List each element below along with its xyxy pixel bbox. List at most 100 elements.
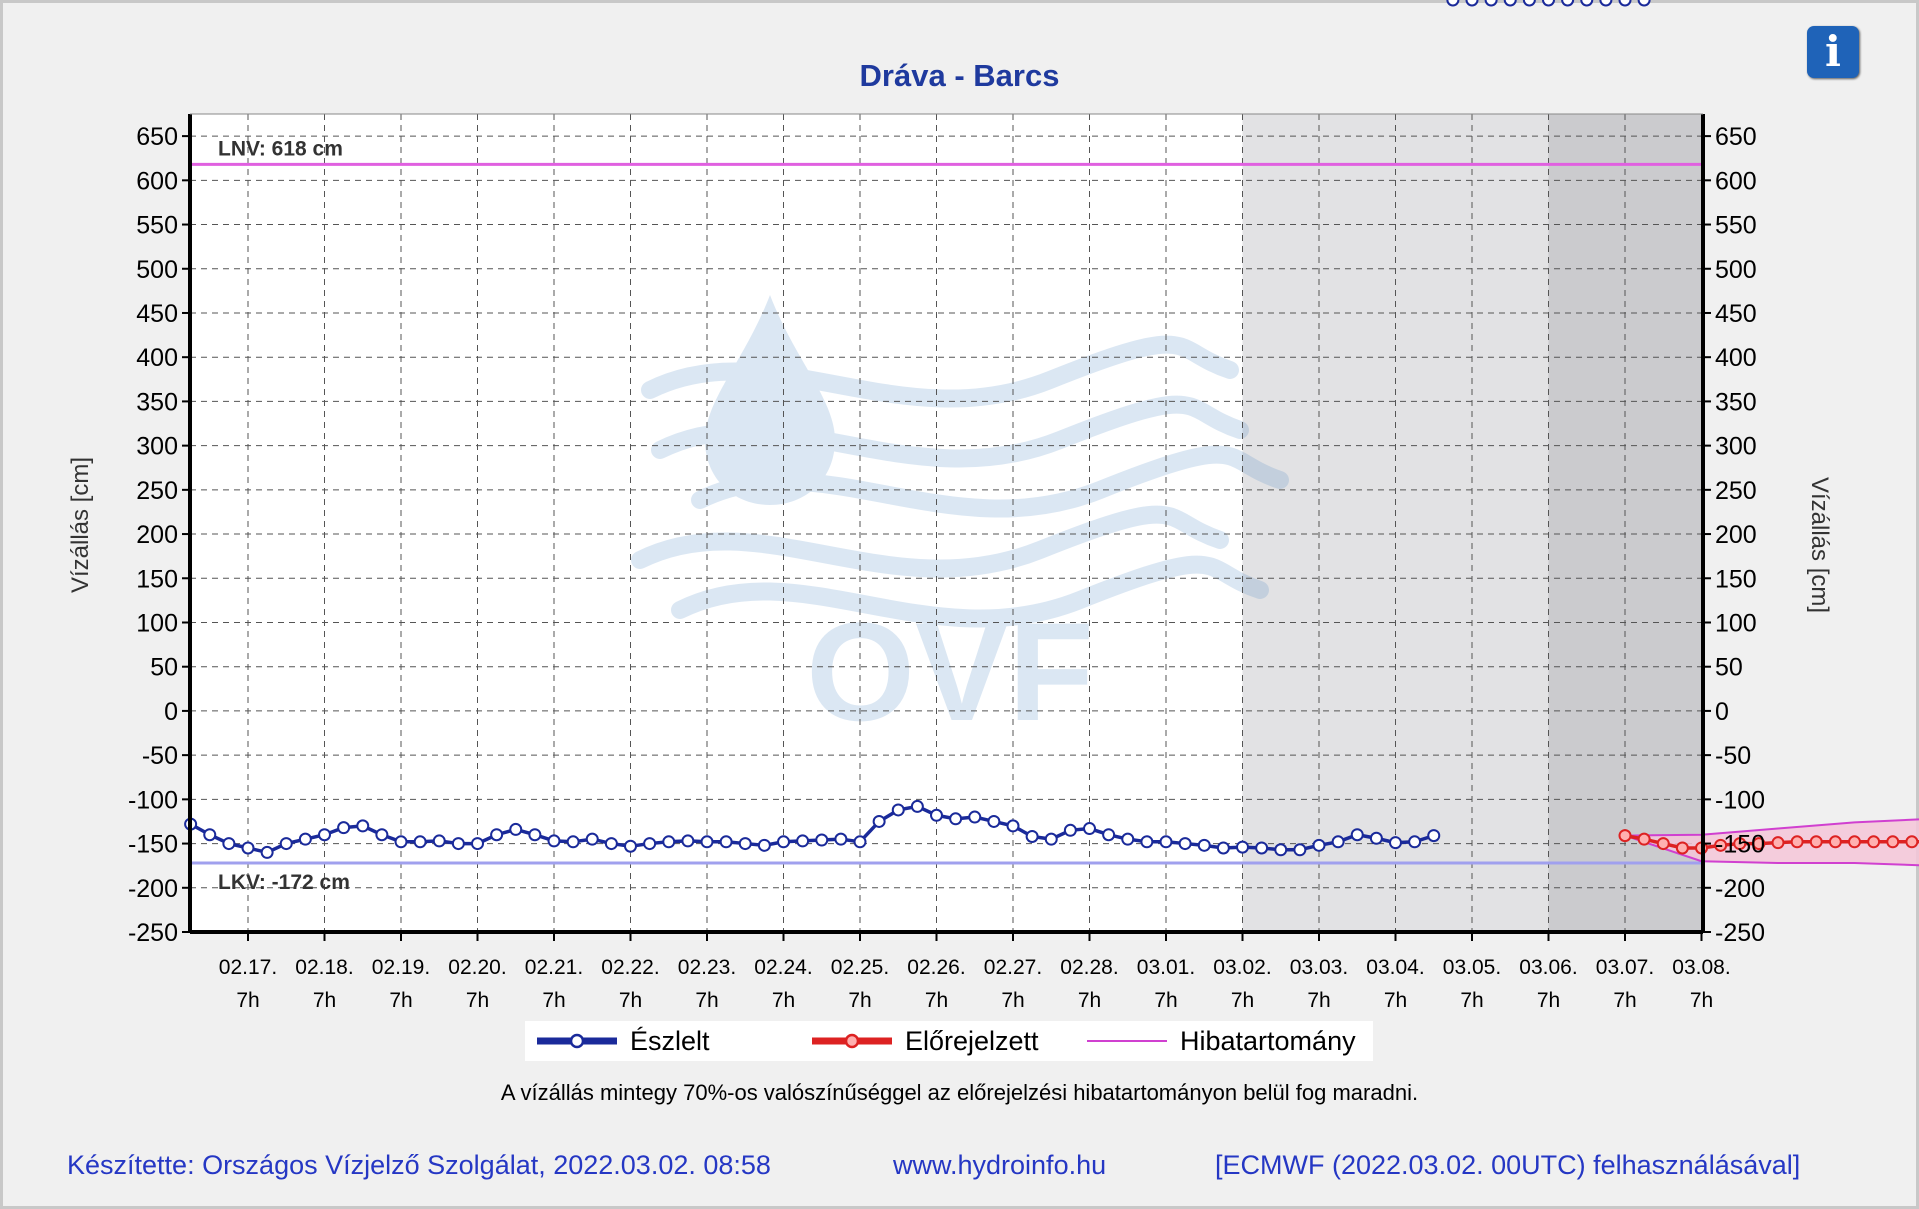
x-tick-label-date-18: 03.07.: [1596, 956, 1654, 979]
x-tick-label-date-10: 02.27.: [984, 956, 1042, 979]
observed-point-38: [910, 799, 924, 813]
observed-point-15: [471, 837, 484, 851]
watermark-wave-2: [691, 445, 1289, 518]
observed-point-52: [1178, 837, 1192, 851]
info-icon: i: [1825, 27, 1841, 76]
observed-point-3: [241, 841, 255, 855]
x-tick-label-hour-8: 7h: [848, 989, 871, 1012]
observed-point-20: [566, 835, 580, 849]
observed-point-58: [1293, 843, 1307, 857]
y-tick-label-right-3: 500: [1715, 256, 1757, 284]
x-tick-label-date-9: 02.26.: [907, 956, 965, 979]
reference-label-1: LKV: -172 cm: [218, 871, 350, 894]
x-tick-label-hour-18: 7h: [1613, 989, 1636, 1012]
observed-point-75: [1618, 0, 1632, 7]
observed-point-41: [968, 810, 982, 824]
footer-model-note: [ECMWF (2022.03.02. 00UTC) felhasználásá…: [1215, 1150, 1801, 1180]
y-tick-label-right-5: 400: [1715, 344, 1757, 372]
y-tick-label-right-2: 550: [1715, 212, 1757, 240]
x-tick-label-hour-15: 7h: [1384, 989, 1407, 1012]
x-tick-label-date-11: 02.28.: [1060, 956, 1118, 979]
forecast-point-10: [1809, 835, 1823, 849]
legend-label-eszlelt: Észlelt: [630, 1026, 710, 1056]
y-tick-label-right-15: -100: [1715, 786, 1765, 814]
observed-point-12: [413, 835, 427, 849]
observed-point-4: [260, 845, 274, 859]
watermark-wave-3: [631, 505, 1229, 578]
observed-point-57: [1274, 843, 1288, 857]
observed-point-36: [872, 814, 886, 828]
legend: Észlelt Előrejelzett Hibatartomány: [525, 1021, 1373, 1061]
y-tick-label-left-5: 400: [136, 344, 178, 372]
observed-point-7: [318, 828, 331, 842]
observed-point-64: [1408, 835, 1422, 849]
y-tick-label-left-13: 0: [164, 698, 178, 726]
y-tick-label-left-17: -200: [128, 875, 178, 903]
y-tick-label-left-10: 150: [136, 565, 178, 593]
x-tick-label-date-7: 02.24.: [754, 956, 812, 979]
x-tick-label-hour-17: 7h: [1537, 989, 1560, 1012]
forecast-point-11: [1828, 835, 1842, 849]
x-tick-label-date-2: 02.19.: [372, 956, 430, 979]
observed-point-55: [1236, 840, 1249, 854]
x-tick-label-hour-14: 7h: [1307, 989, 1330, 1012]
y-tick-label-left-4: 450: [136, 300, 178, 328]
observed-point-73: [1580, 0, 1594, 7]
observed-point-34: [834, 832, 848, 846]
y-tick-label-right-9: 200: [1715, 521, 1757, 549]
legend-swatch-hibatartomany: [1087, 1040, 1167, 1042]
y-tick-label-right-16: -150: [1715, 831, 1765, 859]
probability-note: A vízállás mintegy 70%-os valószínűségge…: [500, 1080, 1419, 1105]
observed-point-48: [1102, 828, 1116, 842]
observed-point-71: [1542, 0, 1555, 7]
y-tick-label-right-18: -250: [1715, 919, 1765, 947]
observed-point-40: [949, 812, 963, 826]
observed-point-43: [1006, 819, 1020, 833]
observed-point-56: [1255, 841, 1269, 855]
observed-point-29: [738, 837, 752, 851]
observed-point-66: [1446, 0, 1460, 7]
observed-point-62: [1369, 831, 1383, 845]
observed-point-47: [1083, 822, 1096, 836]
observed-point-32: [796, 834, 810, 848]
legend-item-elorejelzett: Előrejelzett: [810, 1021, 1090, 1061]
info-button[interactable]: i: [1807, 26, 1859, 78]
y-tick-label-right-11: 100: [1715, 609, 1757, 637]
observed-point-69: [1503, 0, 1517, 7]
legend-item-hibatartomany: Hibatartomány: [1085, 1021, 1365, 1061]
watermark-drop: [705, 295, 835, 505]
observed-point-54: [1216, 841, 1230, 855]
y-tick-label-right-6: 350: [1715, 388, 1757, 416]
y-tick-label-left-3: 500: [136, 256, 178, 284]
y-tick-label-left-8: 250: [136, 477, 178, 505]
observed-point-74: [1599, 0, 1613, 7]
x-tick-label-date-1: 02.18.: [295, 956, 353, 979]
observed-point-2: [222, 837, 236, 851]
observed-point-25: [662, 835, 676, 849]
observed-point-9: [356, 819, 370, 833]
x-tick-label-hour-1: 7h: [313, 989, 336, 1012]
observed-point-65: [1427, 829, 1441, 843]
reference-label-0: LNV: 618 cm: [218, 137, 343, 160]
x-tick-label-hour-11: 7h: [1078, 989, 1101, 1012]
observed-point-59: [1312, 838, 1326, 852]
observed-point-17: [509, 822, 523, 836]
observed-point-11: [394, 835, 408, 849]
forecast-point-2: [1656, 837, 1670, 851]
forecast-point-15: [1905, 835, 1919, 849]
forecast-point-6: [1733, 837, 1747, 851]
observed-point-10: [375, 828, 389, 842]
observed-point-53: [1197, 838, 1211, 852]
footer-website-link[interactable]: www.hydroinfo.hu: [893, 1150, 1107, 1180]
x-tick-label-date-13: 03.02.: [1213, 956, 1271, 979]
observed-point-61: [1350, 828, 1364, 842]
observed-point-51: [1159, 835, 1173, 849]
observed-point-19: [547, 834, 561, 848]
observed-point-13: [432, 834, 446, 848]
x-tick-label-date-3: 02.20.: [448, 956, 506, 979]
x-tick-label-hour-10: 7h: [1001, 989, 1024, 1012]
observed-point-67: [1465, 0, 1479, 7]
y-tick-label-right-13: 0: [1715, 698, 1729, 726]
x-tick-label-date-17: 03.06.: [1519, 956, 1577, 979]
